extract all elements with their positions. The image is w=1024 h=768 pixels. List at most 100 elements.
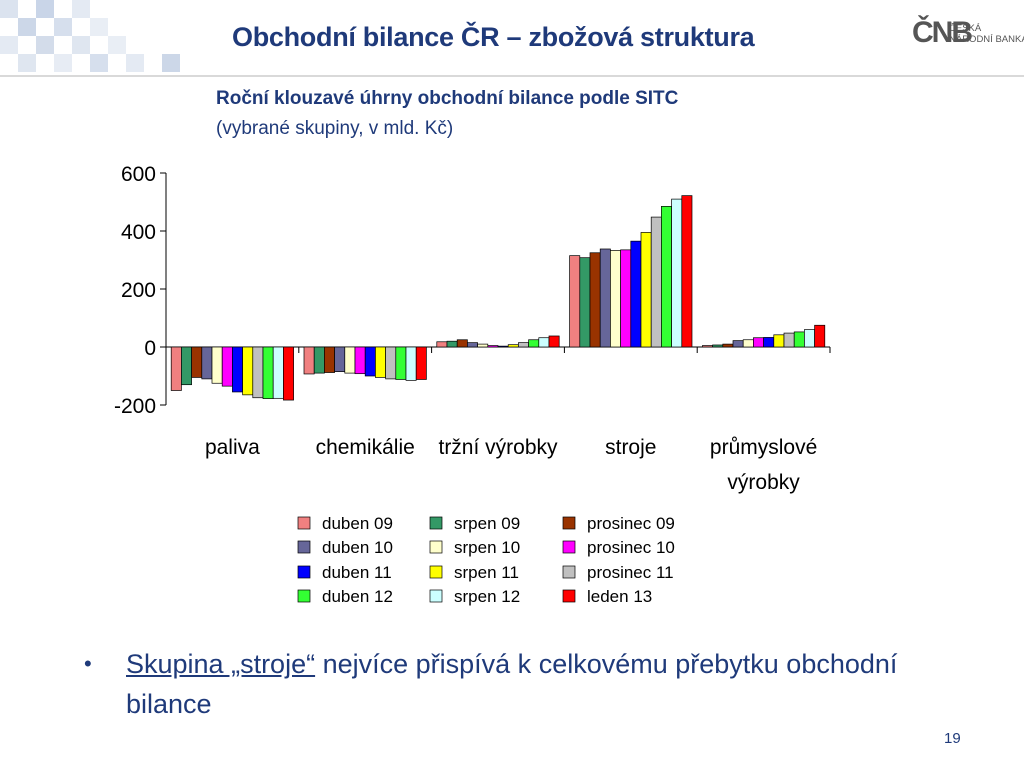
legend-label: duben 09 xyxy=(322,514,393,533)
bar xyxy=(344,346,356,374)
slide-title: Obchodní bilance ČR – zbožová struktura xyxy=(232,22,755,52)
cnb-logo: ČNB ČESKÁ NÁRODNÍ BANKA xyxy=(912,16,1024,50)
legend-label: leden 13 xyxy=(587,587,652,606)
bar xyxy=(742,339,754,348)
bar xyxy=(405,346,417,381)
bar xyxy=(181,346,192,386)
bar xyxy=(395,346,407,380)
legend-swatch xyxy=(562,540,576,554)
bar xyxy=(385,346,397,380)
bar xyxy=(712,344,724,348)
y-tick-label: 600 xyxy=(121,163,156,186)
bar xyxy=(793,331,805,348)
bar xyxy=(518,342,529,348)
x-category-label: chemikálie xyxy=(316,436,415,459)
bar xyxy=(201,346,213,380)
bar xyxy=(753,337,764,348)
bar xyxy=(364,346,376,377)
bar xyxy=(681,195,693,348)
bar xyxy=(671,198,683,348)
page-number: 19 xyxy=(944,730,961,747)
legend-label: srpen 10 xyxy=(454,538,520,557)
bar xyxy=(763,337,775,348)
legend-label: duben 11 xyxy=(322,563,392,582)
legend-label: srpen 09 xyxy=(454,514,520,533)
bar xyxy=(773,334,785,348)
bar xyxy=(732,340,744,348)
legend-swatch xyxy=(562,516,576,530)
chart-subtitle: (vybrané skupiny, v mld. Kč) xyxy=(216,118,454,139)
logo-line-1: ČESKÁ xyxy=(949,23,982,34)
bar xyxy=(446,340,458,348)
bar xyxy=(548,335,560,348)
bar xyxy=(640,232,652,348)
legend-swatch xyxy=(562,589,576,603)
bar xyxy=(579,257,591,348)
legend-label: prosinec 11 xyxy=(587,563,674,582)
bar xyxy=(334,346,346,372)
legend-label: srpen 11 xyxy=(454,563,519,582)
bar xyxy=(804,329,815,348)
y-tick-label: 400 xyxy=(121,221,156,244)
bar xyxy=(487,345,499,348)
legend-swatch xyxy=(562,565,576,579)
bar xyxy=(211,346,223,384)
bar xyxy=(242,346,254,396)
bar xyxy=(303,346,315,375)
bar xyxy=(221,346,233,387)
logo-line-2: NÁRODNÍ BANKA xyxy=(949,34,1024,45)
bar xyxy=(170,346,182,391)
legend-swatch xyxy=(429,516,443,530)
bullet-point: • Skupina „stroje“ nejvíce přispívá k ce… xyxy=(84,644,972,724)
bar-chart: -200 0 200 400 600 paliva chemikálie tržní výro… xyxy=(114,163,831,606)
y-tick-label: 200 xyxy=(121,279,156,302)
x-category-label: paliva xyxy=(205,436,260,459)
legend-swatch xyxy=(429,589,443,603)
bar xyxy=(497,345,509,348)
decorative-mosaic xyxy=(0,0,180,72)
x-category-label: tržní výrobky xyxy=(438,436,558,459)
bar xyxy=(528,339,540,348)
legend-swatch xyxy=(297,589,311,603)
legend-label: duben 12 xyxy=(322,587,393,606)
bar xyxy=(262,346,274,399)
stroje-link[interactable]: Skupina „stroje“ xyxy=(126,649,316,679)
bullet-text: Skupina „stroje“ nejvíce přispívá k celk… xyxy=(126,644,972,724)
bar xyxy=(324,346,335,373)
bar xyxy=(252,346,264,399)
bar xyxy=(569,255,581,348)
logo-text: ČESKÁ NÁRODNÍ BANKA xyxy=(949,23,1024,45)
legend-swatch xyxy=(297,565,311,579)
bar xyxy=(375,346,386,378)
bar xyxy=(610,250,621,348)
bar xyxy=(283,346,294,401)
bar xyxy=(538,337,550,348)
bar xyxy=(232,346,243,393)
bar xyxy=(620,249,632,348)
y-tick-label: -200 xyxy=(114,395,156,418)
chart-title: Roční klouzavé úhrny obchodní bilance po… xyxy=(216,88,679,109)
legend-label: srpen 12 xyxy=(454,587,520,606)
bar xyxy=(313,346,325,374)
bar xyxy=(477,343,489,348)
bar xyxy=(661,206,672,348)
bar xyxy=(783,332,795,348)
legend-swatch xyxy=(297,540,311,554)
bar xyxy=(507,344,519,348)
bar xyxy=(436,341,448,348)
bar xyxy=(630,240,642,348)
y-tick-label: 0 xyxy=(144,337,156,360)
bar xyxy=(354,346,366,375)
bullet-rest: nejvíce přispívá k celkovému přebytku ob… xyxy=(126,649,898,719)
bar xyxy=(650,216,662,348)
x-category-label: průmyslové výrobky xyxy=(710,436,817,494)
bar xyxy=(722,343,734,348)
bar xyxy=(456,339,468,348)
legend-label: prosinec 09 xyxy=(587,514,675,533)
bar xyxy=(272,346,284,399)
bar xyxy=(702,345,713,348)
x-category-label: stroje xyxy=(605,436,656,459)
bar xyxy=(415,346,427,380)
bar xyxy=(589,252,601,348)
legend-swatch xyxy=(297,516,311,530)
